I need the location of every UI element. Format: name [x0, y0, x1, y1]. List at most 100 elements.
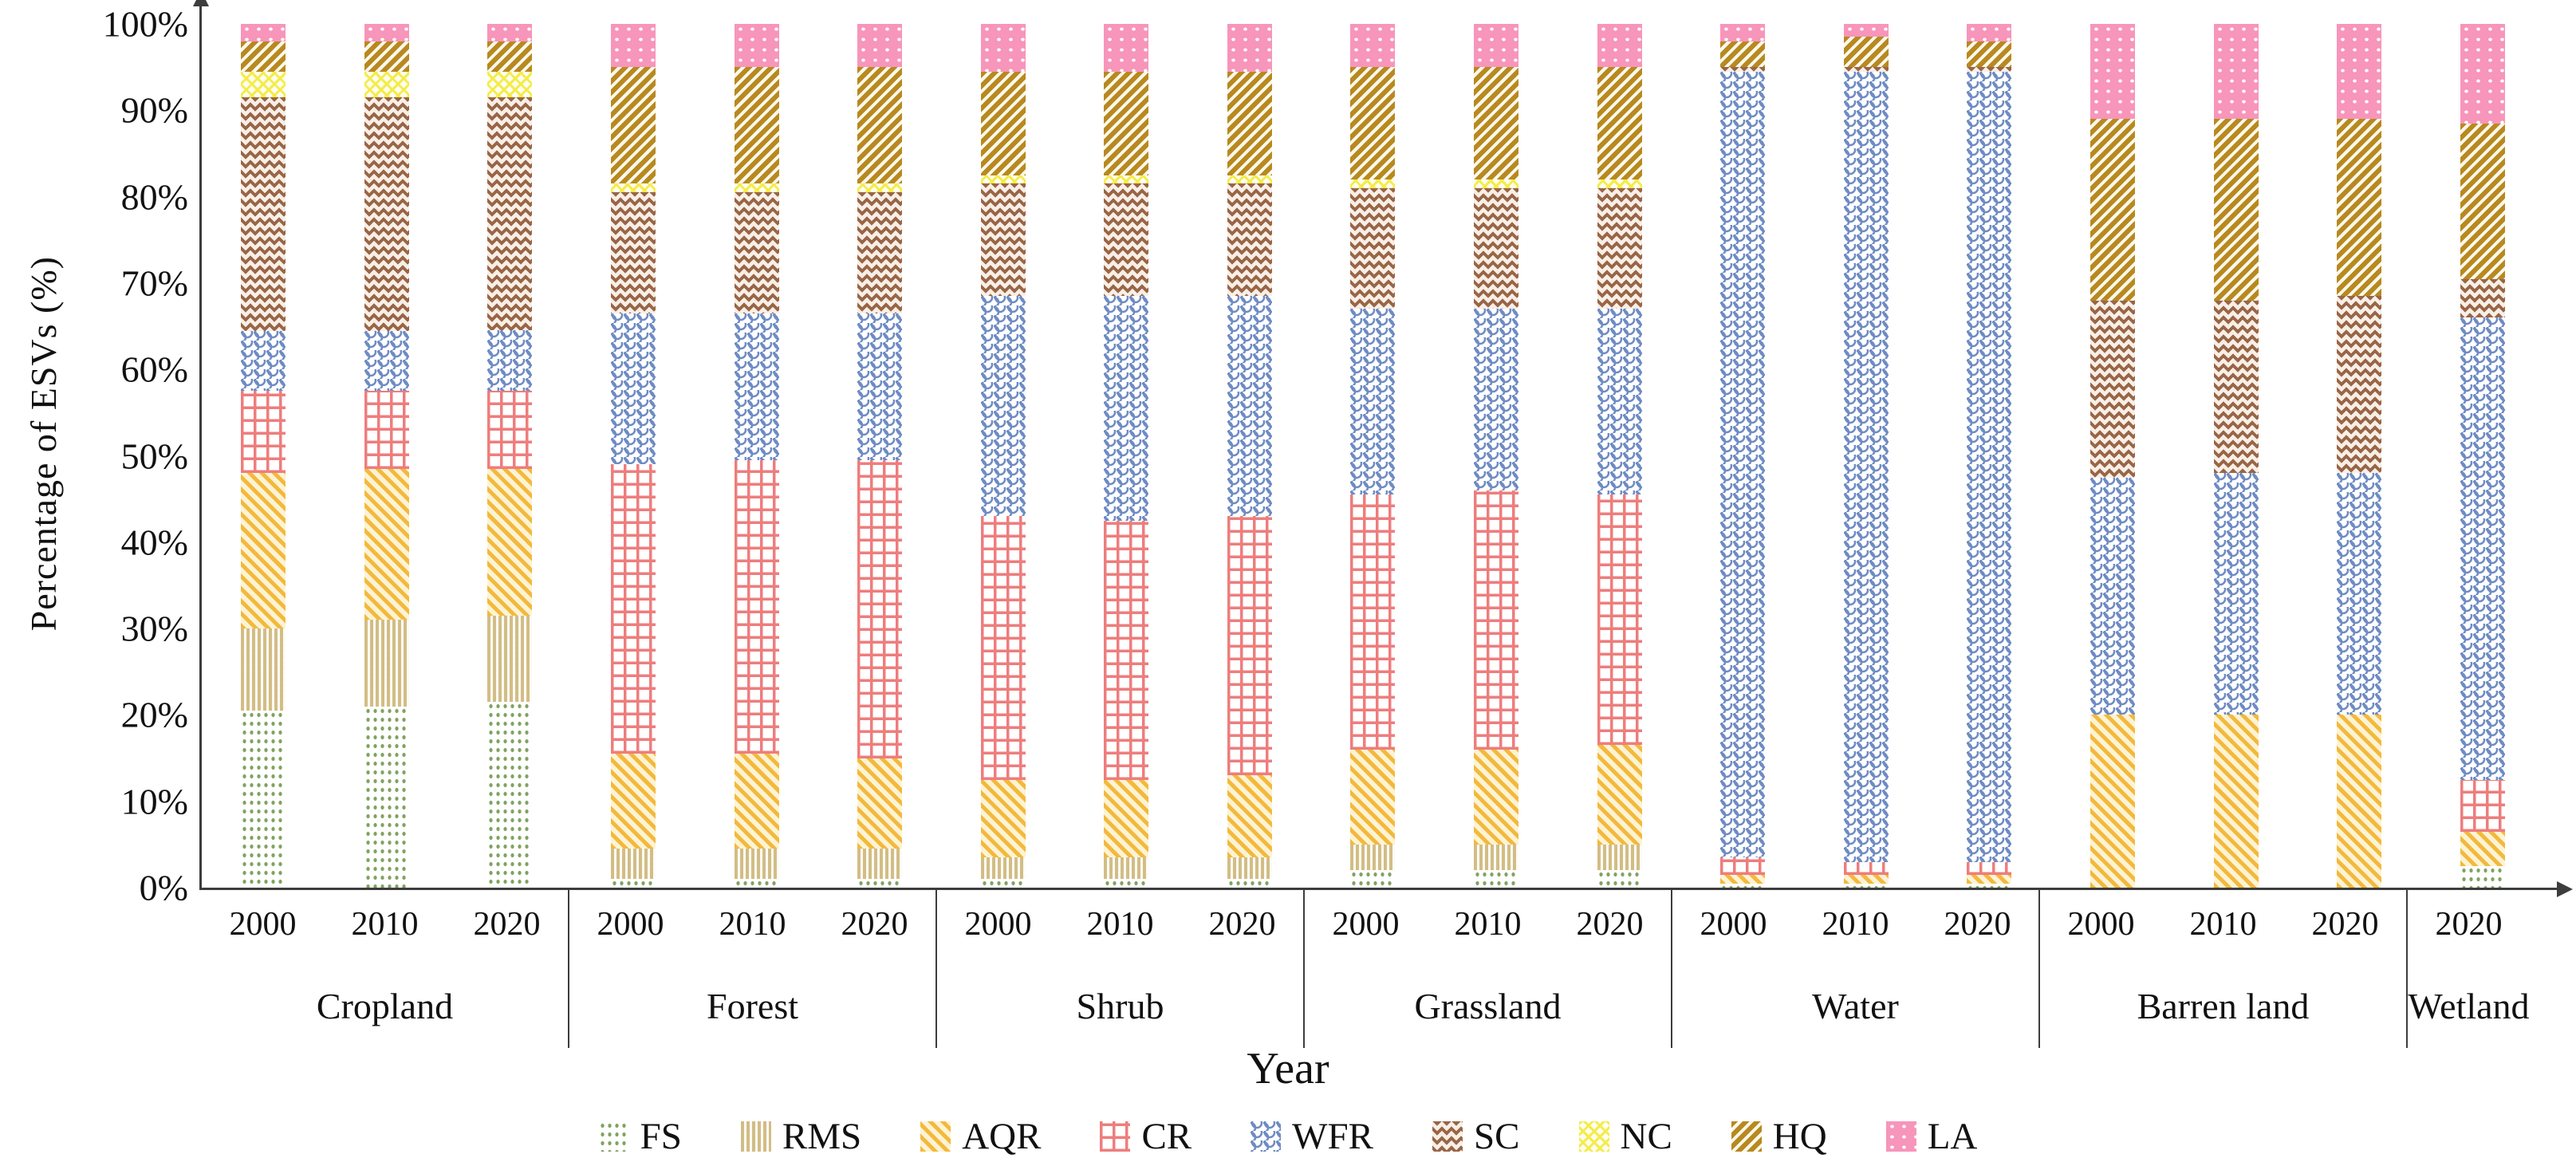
- segment-LA: [241, 24, 286, 41]
- segment-HQ: [611, 67, 656, 184]
- year-label: 2010: [351, 906, 419, 943]
- segment-AQR: [611, 754, 656, 849]
- year-label: 2020: [841, 906, 908, 943]
- legend-item-NC: NC: [1578, 1115, 1672, 1158]
- x-axis-arrow-icon: [2557, 880, 2573, 897]
- segment-FS: [1474, 870, 1519, 888]
- group-water: [1681, 24, 2051, 888]
- segment-LA: [857, 24, 903, 68]
- legend-swatch-HQ: [1731, 1121, 1762, 1152]
- year-label: 2000: [2067, 906, 2135, 943]
- segment-SC: [980, 183, 1026, 297]
- segment-AQR: [1350, 749, 1396, 845]
- segment-FS: [611, 879, 656, 888]
- group-labels-forest: 2000 2010 2020 Forest: [569, 888, 937, 1048]
- segment-WFR: [1104, 296, 1149, 521]
- segment-HQ: [1720, 41, 1766, 68]
- category-label-grassland: Grassland: [1414, 986, 1562, 1026]
- group-grassland: [1311, 24, 1681, 888]
- year-label: 2020: [2435, 906, 2503, 943]
- segment-CR: [857, 459, 903, 758]
- x-axis-title: Year: [1247, 1044, 1329, 1093]
- segment-CR: [1227, 516, 1272, 776]
- segment-NC: [734, 183, 779, 193]
- group-labels-shrub: 2000 2010 2020 Shrub: [937, 888, 1305, 1048]
- segment-WFR: [1843, 71, 1889, 862]
- category-label-cropland: Cropland: [316, 986, 454, 1026]
- segment-SC: [1350, 187, 1396, 309]
- segment-AQR: [2460, 831, 2505, 866]
- bar-wetland-2020: [2460, 24, 2505, 888]
- segment-RMS: [1227, 857, 1272, 880]
- segment-AQR: [1720, 874, 1766, 884]
- segment-NC: [611, 183, 656, 193]
- segment-NC: [364, 71, 409, 98]
- legend-item-CR: CR: [1100, 1115, 1191, 1158]
- segment-WFR: [1967, 71, 2012, 862]
- year-label: 2000: [1332, 906, 1400, 943]
- segment-CR: [1597, 494, 1642, 746]
- segment-HQ: [1843, 37, 1889, 68]
- bar-barren-land-2020: [2337, 24, 2382, 888]
- segment-WFR: [241, 330, 286, 392]
- segment-SC: [1967, 67, 2012, 72]
- y-axis-line: [199, 5, 202, 888]
- bar-grassland-2000: [1350, 24, 1396, 888]
- legend-item-SC: SC: [1432, 1115, 1520, 1158]
- segment-RMS: [1350, 844, 1396, 871]
- segment-SC: [1474, 187, 1519, 309]
- legend-label-AQR: AQR: [962, 1116, 1042, 1157]
- segment-CR: [1104, 520, 1149, 780]
- segment-HQ: [857, 67, 903, 184]
- bar-shrub-2010: [1104, 24, 1149, 888]
- year-label: 2020: [1576, 906, 1644, 943]
- year-label: 2020: [2311, 906, 2379, 943]
- segment-SC: [734, 192, 779, 313]
- y-axis-arrow-icon: [192, 0, 209, 6]
- legend-item-AQR: AQR: [920, 1115, 1041, 1158]
- chart-area: Percentage of ESVs (%) 100% 90% 80% 70% 60% 5…: [23, 0, 2573, 908]
- legend-label-RMS: RMS: [782, 1116, 862, 1157]
- segment-AQR: [1597, 745, 1642, 845]
- y-tick-label-80: 80%: [120, 176, 188, 218]
- segment-WFR: [2090, 477, 2135, 715]
- segment-HQ: [1474, 67, 1519, 179]
- segment-AQR: [980, 779, 1026, 858]
- segment-SC: [2460, 278, 2505, 318]
- category-label-shrub: Shrub: [1076, 986, 1164, 1026]
- bar-forest-2010: [734, 24, 779, 888]
- segment-HQ: [1967, 41, 2012, 68]
- segment-NC: [1227, 175, 1272, 184]
- segment-CR: [980, 516, 1026, 780]
- segment-RMS: [1104, 857, 1149, 880]
- segment-LA: [734, 24, 779, 68]
- year-label: 2010: [719, 906, 786, 943]
- segment-RMS: [980, 857, 1026, 880]
- bar-forest-2020: [857, 24, 903, 888]
- legend-label-NC: NC: [1620, 1116, 1672, 1157]
- bar-water-2020: [1967, 24, 2012, 888]
- segment-LA: [2213, 24, 2259, 120]
- segment-AQR: [1967, 874, 2012, 884]
- segment-AQR: [2337, 715, 2382, 888]
- segment-WFR: [1474, 309, 1519, 490]
- segment-NC: [1597, 179, 1642, 188]
- y-axis-tick-labels: 100% 90% 80% 70% 60% 50% 40% 30% 20% 10% 0%: [72, 4, 199, 908]
- category-label-barren-land: Barren land: [2137, 986, 2310, 1026]
- segment-WFR: [857, 313, 903, 460]
- segment-SC: [364, 97, 409, 331]
- segment-FS: [1104, 879, 1149, 888]
- year-labels: 2000 2010 2020: [202, 888, 568, 943]
- year-label: 2000: [1700, 906, 1767, 943]
- segment-SC: [1720, 67, 1766, 72]
- segment-CR: [1350, 494, 1396, 750]
- group-labels-grassland: 2000 2010 2020 Grassland: [1305, 888, 1672, 1048]
- segment-FS: [2460, 865, 2505, 888]
- segment-AQR: [734, 754, 779, 849]
- segment-RMS: [611, 849, 656, 880]
- segment-LA: [1597, 24, 1642, 68]
- segment-AQR: [1104, 779, 1149, 858]
- bar-grassland-2010: [1474, 24, 1519, 888]
- segment-HQ: [1597, 67, 1642, 179]
- segment-NC: [241, 71, 286, 98]
